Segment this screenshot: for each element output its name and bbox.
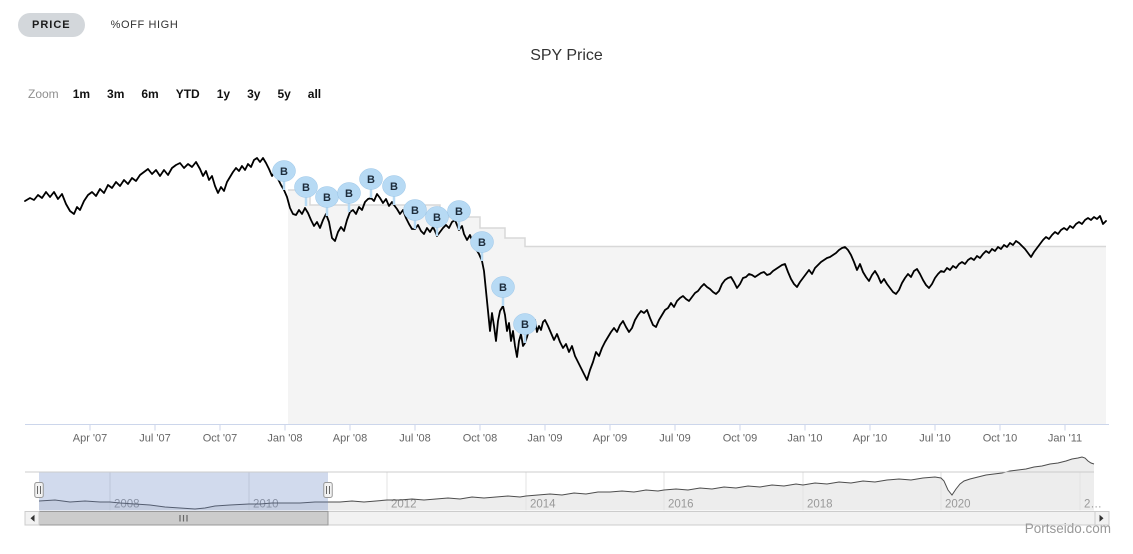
svg-text:B: B [411,205,419,217]
buy-marker[interactable]: B [491,276,515,307]
navigator-left-handle[interactable] [34,482,44,498]
buy-marker[interactable]: B [272,160,296,191]
zoom-1y-button[interactable]: 1y [216,87,231,101]
x-axis-label: Jul '08 [399,433,430,445]
navigator-year-label: 2016 [668,499,694,511]
navigator-series-line [38,456,1095,510]
buy-marker[interactable]: B [425,206,449,237]
x-axis-label: Oct '08 [463,433,498,445]
x-axis-label: Jan '11 [1048,433,1082,445]
zoom-1m-button[interactable]: 1m [72,87,91,101]
navigator-year-label: 2010 [253,499,279,511]
zoom-label: Zoom [28,87,59,101]
x-axis-label: Oct '07 [203,433,238,445]
price-line [24,157,1107,381]
svg-text:B: B [367,174,375,186]
navigator-right-handle[interactable] [323,482,333,498]
svg-text:B: B [390,181,398,193]
zoom-6m-button[interactable]: 6m [141,87,159,101]
metric-toggle-toolbar: PRICE %OFF HIGH [18,13,184,37]
x-axis-label: Apr '09 [593,433,628,445]
svg-text:B: B [455,206,463,218]
zoom-buttons-group: 1m 3m 6m YTD 1y 3y 5y all [73,85,338,103]
svg-text:B: B [323,192,331,204]
svg-text:B: B [499,282,507,294]
navigator-year-label: 2… [1084,499,1102,511]
x-axis-label: Jan '08 [267,433,302,445]
scrollbar-right-arrow-icon [1099,514,1104,522]
buy-marker[interactable]: B [513,313,537,344]
navigator-year-label: 2012 [391,499,417,511]
x-axis-label: Apr '07 [73,433,108,445]
x-axis-label: Jan '10 [787,433,822,445]
zoom-ytd-button[interactable]: YTD [175,87,200,101]
buy-marker[interactable]: B [470,231,494,262]
navigator-year-label: 2014 [530,499,556,511]
svg-text:B: B [302,182,310,194]
scrollbar-left-arrow-icon [30,514,35,522]
watermark-link[interactable]: Portseido.com [1024,521,1111,536]
price-toggle-button[interactable]: PRICE [18,13,85,37]
buy-marker[interactable]: B [337,182,361,213]
x-axis-label: Apr '08 [333,433,368,445]
navigator-series-fill [39,457,1094,511]
main-chart-plot-area[interactable] [25,150,1106,424]
x-axis-label: Jul '10 [919,433,950,445]
svg-text:B: B [433,212,441,224]
svg-text:B: B [280,166,288,178]
off-high-toggle-button[interactable]: %OFF HIGH [105,13,185,37]
buy-marker[interactable]: B [403,199,427,230]
navigator-year-label: 2020 [945,499,971,511]
chart-title: SPY Price [530,47,603,64]
x-axis-label: Oct '10 [983,433,1018,445]
buy-marker[interactable]: B [447,200,471,231]
svg-text:B: B [521,319,529,331]
x-axis-label: Jul '09 [659,433,690,445]
buy-marker[interactable]: B [294,176,318,207]
zoom-3y-button[interactable]: 3y [247,87,261,101]
zoom-all-button[interactable]: all [307,87,322,101]
drawdown-area [288,190,1106,424]
x-axis-label: Oct '09 [723,433,758,445]
x-axis-label: Apr '10 [853,433,888,445]
x-axis-label: Jan '09 [527,433,562,445]
navigator-year-label: 2008 [114,499,140,511]
navigator-selected-range[interactable] [39,472,328,511]
navigator-year-label: 2018 [807,499,833,511]
buy-marker[interactable]: B [382,175,406,206]
zoom-5y-button[interactable]: 5y [277,87,291,101]
zoom-range-selector: Zoom 1m 3m 6m YTD 1y 3y 5y all [28,85,338,103]
svg-text:B: B [345,188,353,200]
buy-marker[interactable]: B [359,168,383,199]
zoom-3m-button[interactable]: 3m [107,87,125,101]
x-axis-label: Jul '07 [139,433,170,445]
svg-text:B: B [478,237,486,249]
drawdown-area-edge [288,189,1106,248]
